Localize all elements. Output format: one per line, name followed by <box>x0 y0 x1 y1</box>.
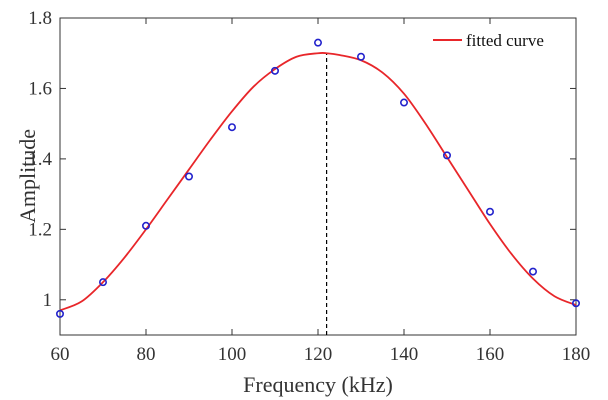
data-point <box>99 278 108 287</box>
data-point <box>55 309 64 318</box>
y-tick-label: 1 <box>43 290 53 311</box>
data-point <box>228 123 237 132</box>
legend-label-fitted-curve: fitted curve <box>466 31 544 50</box>
data-point <box>313 38 322 47</box>
data-point <box>485 207 494 216</box>
fitted-curve-line <box>59 51 577 312</box>
x-axis-title: Frequency (kHz) <box>243 372 393 397</box>
y-axis-title: Amplitude <box>15 129 40 223</box>
x-tick-label: 80 <box>137 344 156 365</box>
data-point <box>356 52 365 61</box>
x-tick-label: 120 <box>304 344 333 365</box>
data-points <box>55 38 580 318</box>
x-tick-label: 140 <box>390 344 419 365</box>
y-tick-label: 1.2 <box>28 219 52 240</box>
axis-ticks <box>59 17 577 335</box>
x-tick-label: 180 <box>562 344 591 365</box>
data-point <box>528 267 537 276</box>
legend: fitted curve <box>433 31 544 50</box>
y-tick-label: 1.8 <box>28 8 52 29</box>
data-point <box>399 98 408 107</box>
data-point <box>185 172 194 181</box>
data-point <box>270 66 279 75</box>
data-point <box>571 299 580 308</box>
data-point <box>142 221 151 230</box>
data-point <box>442 151 451 160</box>
x-tick-label: 160 <box>476 344 505 365</box>
y-tick-label: 1.4 <box>28 149 52 170</box>
x-tick-label: 60 <box>51 344 70 365</box>
axis-tick-labels: 60 80 100 120 140 160 180 1 1.2 1.4 1.6 1.8 <box>28 8 590 365</box>
x-tick-label: 100 <box>218 344 247 365</box>
y-tick-label: 1.6 <box>28 78 52 99</box>
